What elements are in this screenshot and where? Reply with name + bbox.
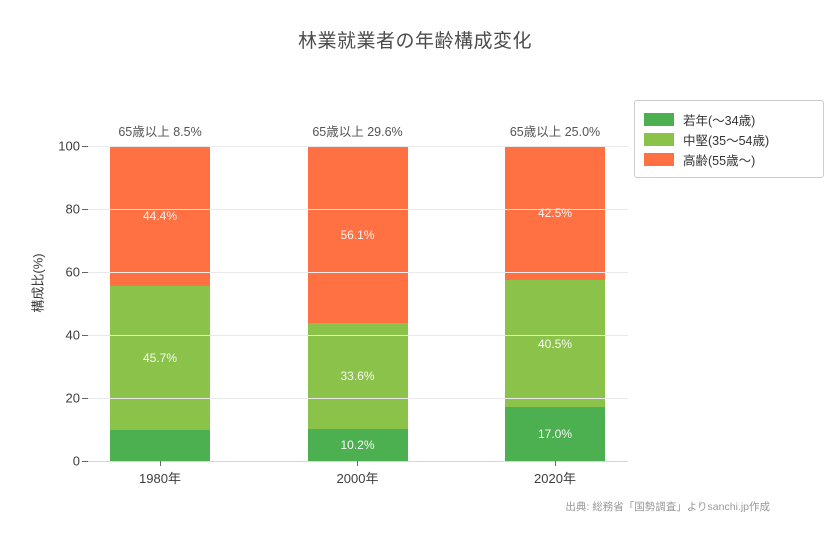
legend-label: 高齢(55歳〜) (683, 153, 756, 168)
bar-segment-label: 40.5% (537, 336, 573, 351)
stacked-bar-1980年[interactable]: 45.7% 44.4% (110, 146, 210, 461)
bar-segment-label: 33.6% (340, 368, 375, 383)
source-note: 出典: 総務省「国勢調査」よりsanchi.jp作成 (565, 501, 770, 513)
bar-segment-label: 45.7% (142, 350, 178, 365)
x-tick-label: 2020年 (534, 471, 576, 486)
y-tick-label: 40 (65, 327, 80, 343)
y-tick-label: 80 (65, 201, 80, 217)
legend-swatch (644, 112, 674, 126)
x-tick-mark (159, 461, 161, 466)
bar-segment-label: 56.1% (340, 227, 375, 242)
bar-annotation: 65歳以上 8.5% (118, 125, 202, 139)
x-tick-label: 1980年 (139, 471, 181, 486)
x-tick-label: 2000年 (336, 471, 379, 486)
legend-item[interactable]: 高齢(55歳〜) (644, 149, 813, 169)
y-tick-label: 60 (65, 264, 80, 280)
bar-annotation: 65歳以上 29.6% (312, 125, 403, 139)
y-tick-mark (82, 271, 88, 273)
bar-segment[interactable]: 33.6% (307, 323, 408, 429)
bar-segment-label: 10.2% (340, 437, 375, 452)
bar-segment-label: 42.5% (537, 205, 573, 220)
bar-segment[interactable]: 17.0% (505, 407, 605, 461)
legend-label: 中堅(35〜54歳) (683, 133, 770, 148)
y-tick-mark (82, 334, 88, 336)
bar-segment[interactable] (110, 429, 210, 461)
bar-segment[interactable]: 42.5% (505, 146, 605, 280)
y-axis-title: 構成比(%) (30, 253, 46, 313)
legend: 若年(〜34歳) 中堅(35〜54歳) 高齢(55歳〜) (634, 100, 824, 178)
y-tick-label: 20 (65, 390, 80, 406)
x-tick-mark (357, 461, 358, 466)
legend-swatch (644, 132, 674, 146)
bar-annotation: 65歳以上 25.0% (509, 125, 601, 139)
y-tick-mark (82, 145, 88, 147)
bar-segment[interactable]: 44.4% (110, 146, 210, 286)
plot-area: 0 20 40 60 80 100 45.7% 44.4% 65歳以上 8.5% 1980年 10.… (58, 125, 628, 486)
bar-segment-label: 17.0% (537, 427, 573, 442)
y-tick-label: 100 (58, 138, 80, 154)
y-tick-mark (82, 208, 88, 210)
bar-segment[interactable]: 56.1% (307, 146, 408, 324)
bar-segment[interactable]: 40.5% (505, 279, 605, 408)
y-tick-mark (82, 397, 88, 399)
legend-item[interactable]: 若年(〜34歳) (644, 109, 813, 129)
bar-segment[interactable]: 10.2% (307, 428, 408, 461)
legend-label: 若年(〜34歳) (683, 113, 756, 128)
y-tick-mark (82, 460, 88, 462)
stacked-bar-2020年[interactable]: 17.0% 40.5% 42.5% (505, 146, 605, 461)
legend-item[interactable]: 中堅(35〜54歳) (644, 129, 813, 149)
bar-segment[interactable]: 45.7% (110, 285, 210, 430)
legend-swatch (644, 152, 674, 166)
bar-segment-label: 44.4% (142, 208, 178, 223)
chart-title: 林業就業者の年齢構成変化 (297, 31, 532, 52)
x-tick-mark (554, 461, 556, 466)
y-tick-label: 0 (72, 453, 80, 469)
stacked-bar-2000年[interactable]: 10.2% 33.6% 56.1% (307, 146, 408, 461)
